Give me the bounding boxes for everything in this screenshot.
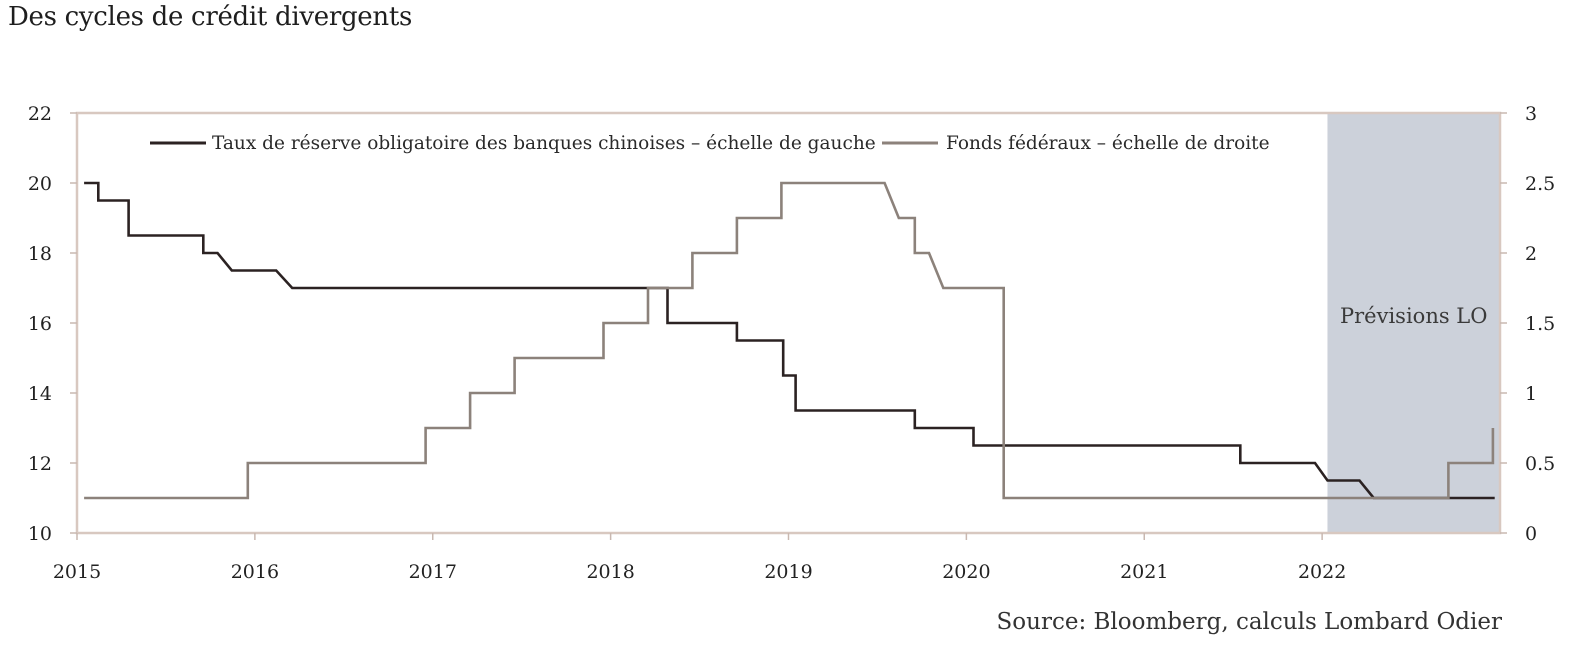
y-right-tick-label: 3 bbox=[1525, 103, 1537, 125]
y-right-tick-label: 2 bbox=[1525, 243, 1537, 265]
x-tick-label: 2020 bbox=[942, 561, 990, 583]
x-tick-label: 2018 bbox=[586, 561, 634, 583]
y-right-tick-label: 0 bbox=[1525, 523, 1537, 545]
y-right-tick-label: 1 bbox=[1525, 383, 1537, 405]
chart-source: Source: Bloomberg, calculs Lombard Odier bbox=[996, 609, 1502, 635]
x-tick-label: 2017 bbox=[409, 561, 457, 583]
plot-frame bbox=[75, 111, 1502, 535]
y-left-tick-label: 22 bbox=[28, 103, 52, 125]
y-right-tick-label: 2.5 bbox=[1525, 173, 1555, 195]
x-tick-label: 2022 bbox=[1298, 561, 1346, 583]
x-tick-label: 2019 bbox=[764, 561, 812, 583]
y-left-tick-label: 20 bbox=[28, 173, 52, 195]
y-left-tick-label: 18 bbox=[28, 243, 52, 265]
y-left-tick-label: 16 bbox=[28, 313, 52, 335]
series-line-1 bbox=[84, 181, 1495, 500]
legend-label-2: Fonds fédéraux – échelle de droite bbox=[946, 133, 1270, 154]
x-tick-label: 2021 bbox=[1120, 561, 1168, 583]
forecast-label: Prévisions LO bbox=[1340, 304, 1487, 328]
y-right-tick-label: 0.5 bbox=[1525, 453, 1555, 475]
y-left-tick-label: 14 bbox=[28, 383, 52, 405]
x-tick-label: 2015 bbox=[53, 561, 101, 583]
x-tick-label: 2016 bbox=[231, 561, 279, 583]
y-right-tick-label: 1.5 bbox=[1525, 313, 1555, 335]
y-left-tick-label: 12 bbox=[28, 453, 52, 475]
y-left-tick-label: 10 bbox=[28, 523, 52, 545]
chart-title: Des cycles de crédit divergents bbox=[8, 2, 413, 32]
legend-label-1: Taux de réserve obligatoire des banques … bbox=[212, 133, 876, 154]
series-line-2 bbox=[84, 181, 1495, 500]
